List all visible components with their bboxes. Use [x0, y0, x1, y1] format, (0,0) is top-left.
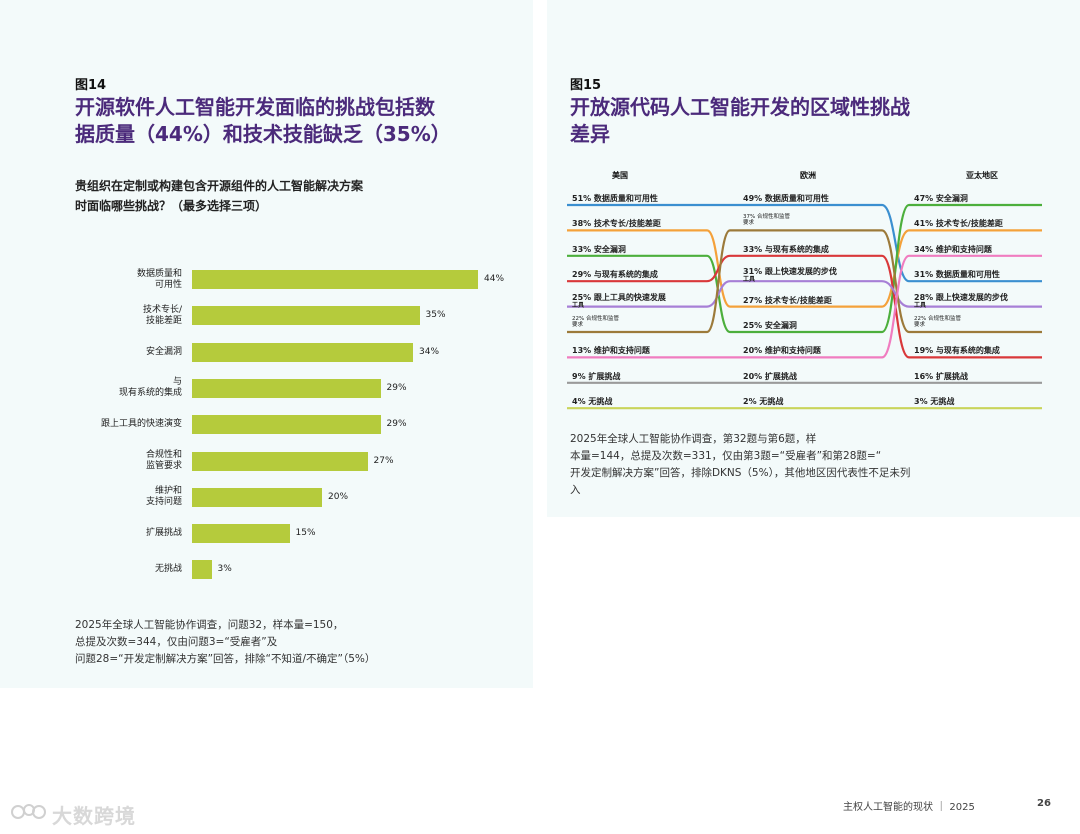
flow-label: 47% 安全漏洞 [914, 194, 968, 203]
bar [192, 306, 420, 326]
flow-label: 22% 合规性和监管 要求 [914, 316, 961, 328]
flow-label: 19% 与现有系统的集成 [914, 346, 1000, 356]
bump-chart [567, 203, 1042, 410]
series-line [567, 254, 1042, 359]
figure-15-title-line-1: 开放源代码人工智能开发的区域性挑战 [570, 95, 910, 119]
bar-category-label: 扩展挑战 [145, 528, 182, 539]
bar [192, 560, 212, 580]
flow-label: 9% 扩展挑战 [572, 371, 621, 381]
bar-value-label: 29% [386, 382, 407, 393]
flow-label: 31% 跟上快速发展的步伐 工具 [743, 267, 837, 284]
figure-14-question-line-2: 时面临哪些挑战？（最多选择三项） [75, 199, 268, 213]
flow-label: 2% 无挑战 [743, 397, 784, 407]
flow-label: 3% 无挑战 [914, 397, 955, 407]
flow-label: 27% 技术专长/技能差距 [743, 295, 832, 305]
flow-label: 29% 与现有系统的集成 [572, 270, 658, 280]
figure-15-panel: 图15 开放源代码人工智能开发的区域性挑战 差异 美国 欧洲 亚太地区 51% 数据质… [547, 0, 1080, 517]
flow-label: 33% 与现有系统的集成 [743, 244, 829, 254]
bar [192, 415, 381, 435]
figure-14-title-line-1: 开源软件人工智能开发面临的挑战包括数 [75, 95, 435, 119]
flow-label: 28% 跟上快速发展的步伐 工具 [914, 292, 1008, 309]
flow-label: 20% 维护和支持问题 [743, 346, 821, 356]
bar-value-label: 15% [295, 528, 316, 539]
bar-category-label: 技术专长/技能差距 [142, 304, 182, 326]
figure-14-note-line-1: 2025年全球人工智能协作调查，问题32，样本量=150， [75, 619, 344, 631]
bar-value-label: 3% [217, 564, 232, 575]
figure-14-label: 图14 [75, 78, 107, 93]
flow-label: 13% 维护和支持问题 [572, 346, 650, 356]
bar [192, 487, 322, 507]
bar [192, 524, 290, 544]
region-header: 美国 [612, 171, 628, 180]
bar-value-label: 35% [425, 310, 446, 321]
flow-label: 41% 技术专长/技能差距 [914, 219, 1003, 229]
flow-label: 25% 跟上工具的快速发展 工具 [572, 292, 666, 309]
series-line [567, 254, 1042, 359]
region-header: 欧洲 [800, 171, 816, 180]
figure-14-question-line-1: 贵组织在定制或构建包含开源组件的人工智能解决方案 [75, 179, 364, 193]
flow-label: 20% 扩展挑战 [743, 371, 797, 381]
footer-title: 主权人工智能的现状 ｜ 2025 [843, 802, 975, 813]
bar-category-label: 合规性和 监管要求 [145, 450, 182, 471]
figure-15-note-line-3: 开发定制解决方案”回答，排除DKNS（5%），其他地区因代表性不足未列 [570, 467, 911, 479]
watermark-text: 大数跨境 [52, 804, 136, 828]
flow-label: 4% 无挑战 [572, 397, 613, 407]
bar-value-label: 44% [484, 274, 505, 284]
flow-label: 25% 安全漏洞 [743, 321, 797, 330]
bar [192, 451, 368, 471]
bar-value-label: 20% [328, 491, 349, 502]
figure-15-note-line-4: 入 [570, 484, 581, 496]
figure-14-panel: 图14 开源软件人工智能开发面临的挑战包括数 据质量（44%）和技术技能缺乏（3… [0, 0, 533, 688]
series-line [567, 203, 1042, 283]
watermark-logo-icon [11, 804, 46, 819]
bar-category-label: 无挑战 [154, 564, 182, 575]
flow-label: 31% 数据质量和可用性 [914, 270, 1000, 280]
bar-category-label: 与现有系统的集成 [118, 377, 182, 399]
flow-label: 51% 数据质量和可用性 [572, 194, 658, 203]
series-line [567, 229, 1042, 334]
bar [192, 378, 381, 398]
figure-15-title-line-2: 差异 [570, 122, 610, 146]
bar [192, 270, 478, 289]
bar [192, 342, 413, 362]
bar-value-label: 27% [373, 455, 394, 466]
series-line [567, 203, 1042, 334]
series-line [567, 280, 1042, 308]
flow-label: 16% 扩展挑战 [914, 371, 968, 381]
bar-category-label: 安全漏洞 [145, 346, 182, 357]
figure-15-note-line-2: 本量=144，总提及次数=331，仅由第3题=“受雇者”和第28题=“ [570, 450, 882, 462]
bar-value-label: 29% [386, 419, 407, 430]
flow-label: 38% 技术专长/技能差距 [572, 219, 661, 229]
flow-label: 49% 数据质量和可用性 [743, 194, 829, 203]
flow-label: 33% 安全漏洞 [572, 244, 626, 254]
bar-category-label: 数据质量和 可用性 [136, 268, 182, 290]
bar-category-label: 跟上工具的快速演变 [100, 419, 182, 430]
flow-label: 22% 合规性和监管 要求 [572, 316, 619, 328]
figure-14-note-line-2: 总提及次数=344，仅由问题3=“受雇者”及 [75, 636, 278, 648]
page-number: 26 [1037, 798, 1051, 809]
region-header: 亚太地区 [966, 171, 998, 180]
figure-15-label: 图15 [570, 78, 602, 93]
flow-label: 37% 合规性和监管 要求 [743, 214, 790, 227]
bar-category-label: 维护和 支持问题 [145, 486, 182, 508]
figure-14-title-line-2: 据质量（44%）和技术技能缺乏（35%） [75, 122, 451, 146]
bar-value-label: 34% [419, 346, 440, 357]
flow-label: 34% 维护和支持问题 [914, 244, 992, 254]
figure-14-note-line-3: 问题28=“开发定制解决方案”回答，排除“不知道/不确定”（5%） [75, 653, 376, 665]
series-line [567, 229, 1042, 308]
figure-15-note-line-1: 2025年全球人工智能协作调查，第32题与第6题，样 [570, 433, 817, 445]
